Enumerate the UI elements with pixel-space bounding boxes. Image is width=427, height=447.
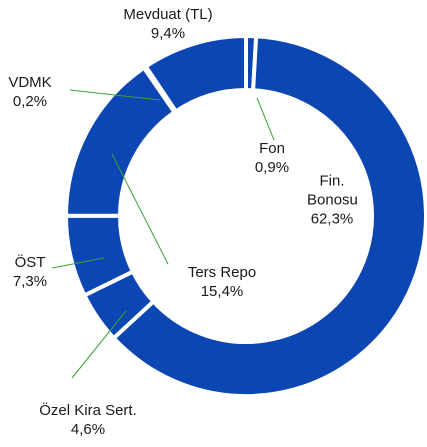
category-label: Fin. Bonosu [307,172,358,209]
value-label: 4,6% [70,421,106,438]
leader-line [71,310,127,379]
leader-line [111,153,169,265]
leader-line [69,89,161,101]
donut-slice [110,34,427,398]
donut-slice [143,33,248,115]
leader-line [51,257,105,269]
slice-label: Özel Kira Sert. 4,6% [13,401,163,439]
slice-label: Mevduat (TL) 9,4% [93,5,243,43]
slice-label: Fon 0,9% [232,139,312,177]
value-label: 0,9% [254,159,290,176]
slice-label: ÖST 7,3% [0,253,60,291]
value-label: 15,4% [200,283,244,300]
category-label: Fon [259,140,285,157]
category-label: VDMK [8,74,52,91]
category-label: ÖST [14,254,46,271]
value-label: 9,4% [150,25,186,42]
value-label: 62,3% [310,210,354,228]
leader-line [256,97,275,141]
slice-label: VDMK 0,2% [0,73,60,111]
slice-label: Ters Repo 15,4% [162,263,282,301]
value-label: 7,3% [12,273,48,290]
category-label: Özel Kira Sert. [39,402,137,419]
slice-label: Fin. Bonosu 62,3% [307,172,358,229]
category-label: Ters Repo [187,264,257,281]
category-label: Mevduat (TL) [123,6,213,23]
value-label: 0,2% [12,93,48,110]
